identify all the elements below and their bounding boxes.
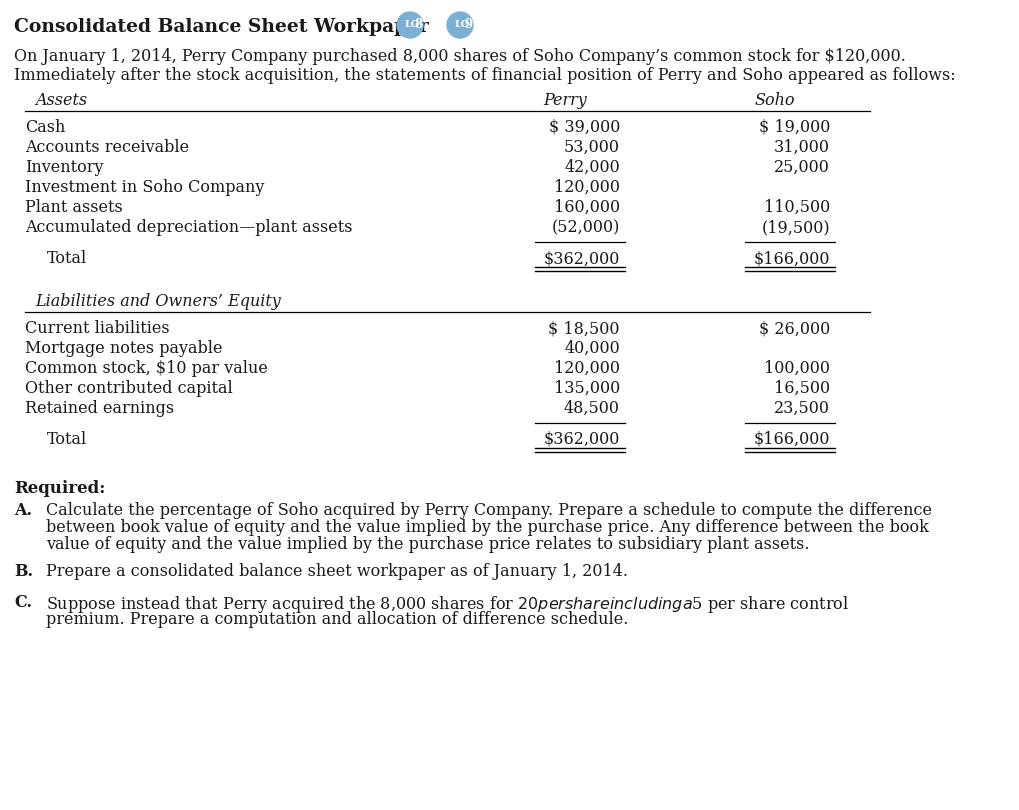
Text: Inventory: Inventory — [25, 159, 103, 176]
Text: 40,000: 40,000 — [564, 340, 620, 357]
Text: Consolidated Balance Sheet Workpaper: Consolidated Balance Sheet Workpaper — [14, 18, 428, 36]
Text: LO: LO — [405, 20, 420, 29]
Text: 110,500: 110,500 — [763, 199, 829, 216]
Text: between book value of equity and the value implied by the purchase price. Any di: between book value of equity and the val… — [46, 519, 928, 536]
Text: LO: LO — [454, 20, 470, 29]
Text: $166,000: $166,000 — [753, 431, 829, 448]
Text: 25,000: 25,000 — [773, 159, 829, 176]
Text: Accumulated depreciation—plant assets: Accumulated depreciation—plant assets — [25, 219, 353, 236]
Text: premium. Prepare a computation and allocation of difference schedule.: premium. Prepare a computation and alloc… — [46, 611, 628, 628]
Text: A.: A. — [14, 502, 32, 519]
Text: Prepare a consolidated balance sheet workpaper as of January 1, 2014.: Prepare a consolidated balance sheet wor… — [46, 563, 628, 580]
Text: Other contributed capital: Other contributed capital — [25, 380, 232, 397]
Text: $ 26,000: $ 26,000 — [758, 320, 829, 337]
Text: $ 18,500: $ 18,500 — [548, 320, 620, 337]
Text: Common stock, $10 par value: Common stock, $10 par value — [25, 360, 268, 377]
Text: $ 39,000: $ 39,000 — [548, 119, 620, 136]
Text: B.: B. — [14, 563, 33, 580]
Text: 8: 8 — [414, 18, 422, 31]
Text: Required:: Required: — [14, 480, 105, 497]
Text: C.: C. — [14, 594, 32, 611]
Text: Total: Total — [47, 250, 88, 267]
Text: Investment in Soho Company: Investment in Soho Company — [25, 179, 264, 196]
Text: Total: Total — [47, 431, 88, 448]
Text: Current liabilities: Current liabilities — [25, 320, 169, 337]
Text: Retained earnings: Retained earnings — [25, 400, 174, 417]
Text: $362,000: $362,000 — [543, 431, 620, 448]
Text: 120,000: 120,000 — [553, 360, 620, 377]
Text: 135,000: 135,000 — [553, 380, 620, 397]
Text: 53,000: 53,000 — [564, 139, 620, 156]
Text: (19,500): (19,500) — [760, 219, 829, 236]
Circle shape — [446, 12, 473, 38]
Text: Suppose instead that Perry acquired the 8,000 shares for $20 per share including: Suppose instead that Perry acquired the … — [46, 594, 849, 615]
Text: Cash: Cash — [25, 119, 65, 136]
Text: (52,000): (52,000) — [551, 219, 620, 236]
Text: 48,500: 48,500 — [564, 400, 620, 417]
Text: 160,000: 160,000 — [553, 199, 620, 216]
Text: Immediately after the stock acquisition, the statements of financial position of: Immediately after the stock acquisition,… — [14, 67, 955, 84]
Text: Perry: Perry — [542, 92, 586, 109]
Text: Accounts receivable: Accounts receivable — [25, 139, 189, 156]
Text: Mortgage notes payable: Mortgage notes payable — [25, 340, 222, 357]
Text: 120,000: 120,000 — [553, 179, 620, 196]
Text: On January 1, 2014, Perry Company purchased 8,000 shares of Soho Company’s commo: On January 1, 2014, Perry Company purcha… — [14, 48, 905, 65]
Text: $362,000: $362,000 — [543, 250, 620, 267]
Text: 31,000: 31,000 — [773, 139, 829, 156]
Text: Assets: Assets — [35, 92, 87, 109]
Text: 42,000: 42,000 — [564, 159, 620, 176]
Text: $166,000: $166,000 — [753, 250, 829, 267]
Text: Liabilities and Owners’ Equity: Liabilities and Owners’ Equity — [35, 293, 280, 310]
Text: 100,000: 100,000 — [763, 360, 829, 377]
Text: $ 19,000: $ 19,000 — [758, 119, 829, 136]
Text: 23,500: 23,500 — [773, 400, 829, 417]
Text: 9: 9 — [464, 18, 472, 31]
Text: value of equity and the value implied by the purchase price relates to subsidiar: value of equity and the value implied by… — [46, 536, 809, 553]
Text: Plant assets: Plant assets — [25, 199, 122, 216]
Text: Soho: Soho — [754, 92, 795, 109]
Text: 16,500: 16,500 — [773, 380, 829, 397]
Circle shape — [396, 12, 423, 38]
Text: Calculate the percentage of Soho acquired by Perry Company. Prepare a schedule t: Calculate the percentage of Soho acquire… — [46, 502, 931, 519]
